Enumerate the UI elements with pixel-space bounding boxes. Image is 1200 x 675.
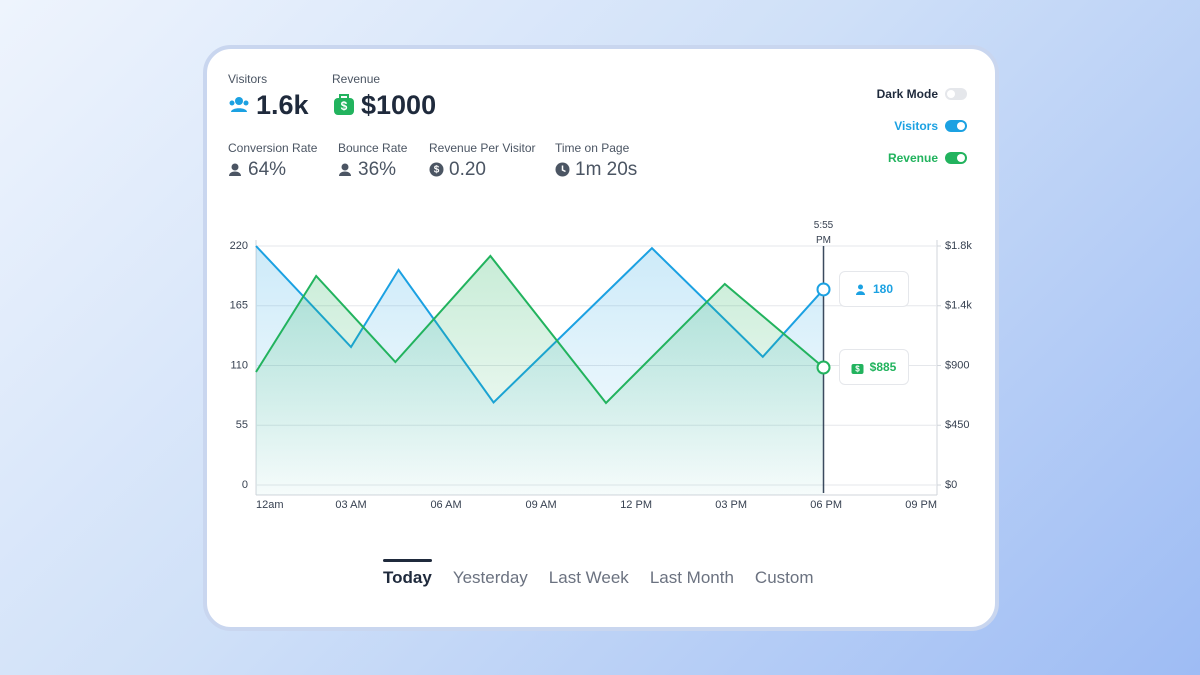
y2-tick-label: $450 xyxy=(945,419,969,431)
tooltip-value: $885 xyxy=(869,360,897,375)
hover-point xyxy=(816,360,831,375)
svg-text:$: $ xyxy=(341,99,348,113)
x-tick-label: 06 PM xyxy=(810,499,842,511)
y-tick-label: 165 xyxy=(230,300,248,312)
metric-label: Conversion Rate xyxy=(228,141,318,155)
revenue-icon: $ xyxy=(334,94,354,115)
area xyxy=(256,255,824,495)
toggle-switch[interactable] xyxy=(945,152,967,164)
metric-icon xyxy=(229,163,241,176)
tooltip: 180 xyxy=(838,271,909,308)
stat-value: 1.6k xyxy=(256,90,309,120)
stat-value: $1000 xyxy=(361,90,437,120)
toggle-switch[interactable] xyxy=(945,88,967,100)
x-tick-label: 09 PM xyxy=(905,499,937,511)
metric-value: 64% xyxy=(248,159,287,180)
hover-time: 5:55 PM xyxy=(813,220,834,246)
visitors-icon xyxy=(229,97,249,112)
tooltip-icon xyxy=(855,284,865,295)
tooltip: $ $885 xyxy=(838,349,909,386)
metric-icon xyxy=(555,162,570,177)
line xyxy=(255,254,825,405)
range-tab[interactable]: Last Week xyxy=(548,568,629,587)
y-tick-label: 110 xyxy=(230,359,248,371)
x-tick-label: 06 AM xyxy=(430,499,461,511)
y-tick-label: 55 xyxy=(236,419,248,431)
x-tick-label: 12am xyxy=(256,499,284,511)
range-tab[interactable]: Last Month xyxy=(649,568,734,587)
metric-icon: $ xyxy=(429,162,444,177)
range-tab[interactable]: Today xyxy=(383,559,432,587)
x-tick-label: 09 AM xyxy=(525,499,556,511)
y-tick-label: 220 xyxy=(230,240,248,252)
metric-label: Bounce Rate xyxy=(338,141,408,155)
x-tick-label: 03 PM xyxy=(715,499,747,511)
metric-icon xyxy=(339,163,351,176)
stat-label: Revenue xyxy=(332,72,381,86)
hover-point xyxy=(816,282,831,297)
y2-tick-label: $1.4k xyxy=(945,300,972,312)
stat-label: Visitors xyxy=(228,72,268,86)
y2-tick-label: $900 xyxy=(945,359,969,371)
x-tick-label: 12 PM xyxy=(620,499,652,511)
metric-label: Time on Page xyxy=(555,141,630,155)
tooltip-icon: $ xyxy=(851,363,864,374)
range-tab[interactable]: Yesterday xyxy=(452,568,528,587)
metric-value: 36% xyxy=(358,159,397,180)
svg-text:$: $ xyxy=(855,365,860,374)
metric-value: 1m 20s xyxy=(575,159,638,180)
y2-tick-label: $0 xyxy=(945,479,957,491)
svg-text:$: $ xyxy=(434,165,440,176)
toggle-label: Dark Mode xyxy=(876,87,938,101)
toggle-switch[interactable] xyxy=(945,120,967,132)
toggle-label: Revenue xyxy=(887,151,938,165)
metric-value: 0.20 xyxy=(449,159,486,180)
range-tabs: Today Yesterday Last Week Last Month Custom xyxy=(383,559,814,588)
range-tab[interactable]: Custom xyxy=(754,568,814,587)
metric-label: Revenue Per Visitor xyxy=(429,141,536,155)
tooltip-value: 180 xyxy=(872,282,894,297)
y2-tick-label: $1.8k xyxy=(945,240,972,252)
toggle-label: Visitors xyxy=(894,119,938,133)
x-tick-label: 03 AM xyxy=(335,499,366,511)
y-tick-label: 0 xyxy=(242,479,248,491)
